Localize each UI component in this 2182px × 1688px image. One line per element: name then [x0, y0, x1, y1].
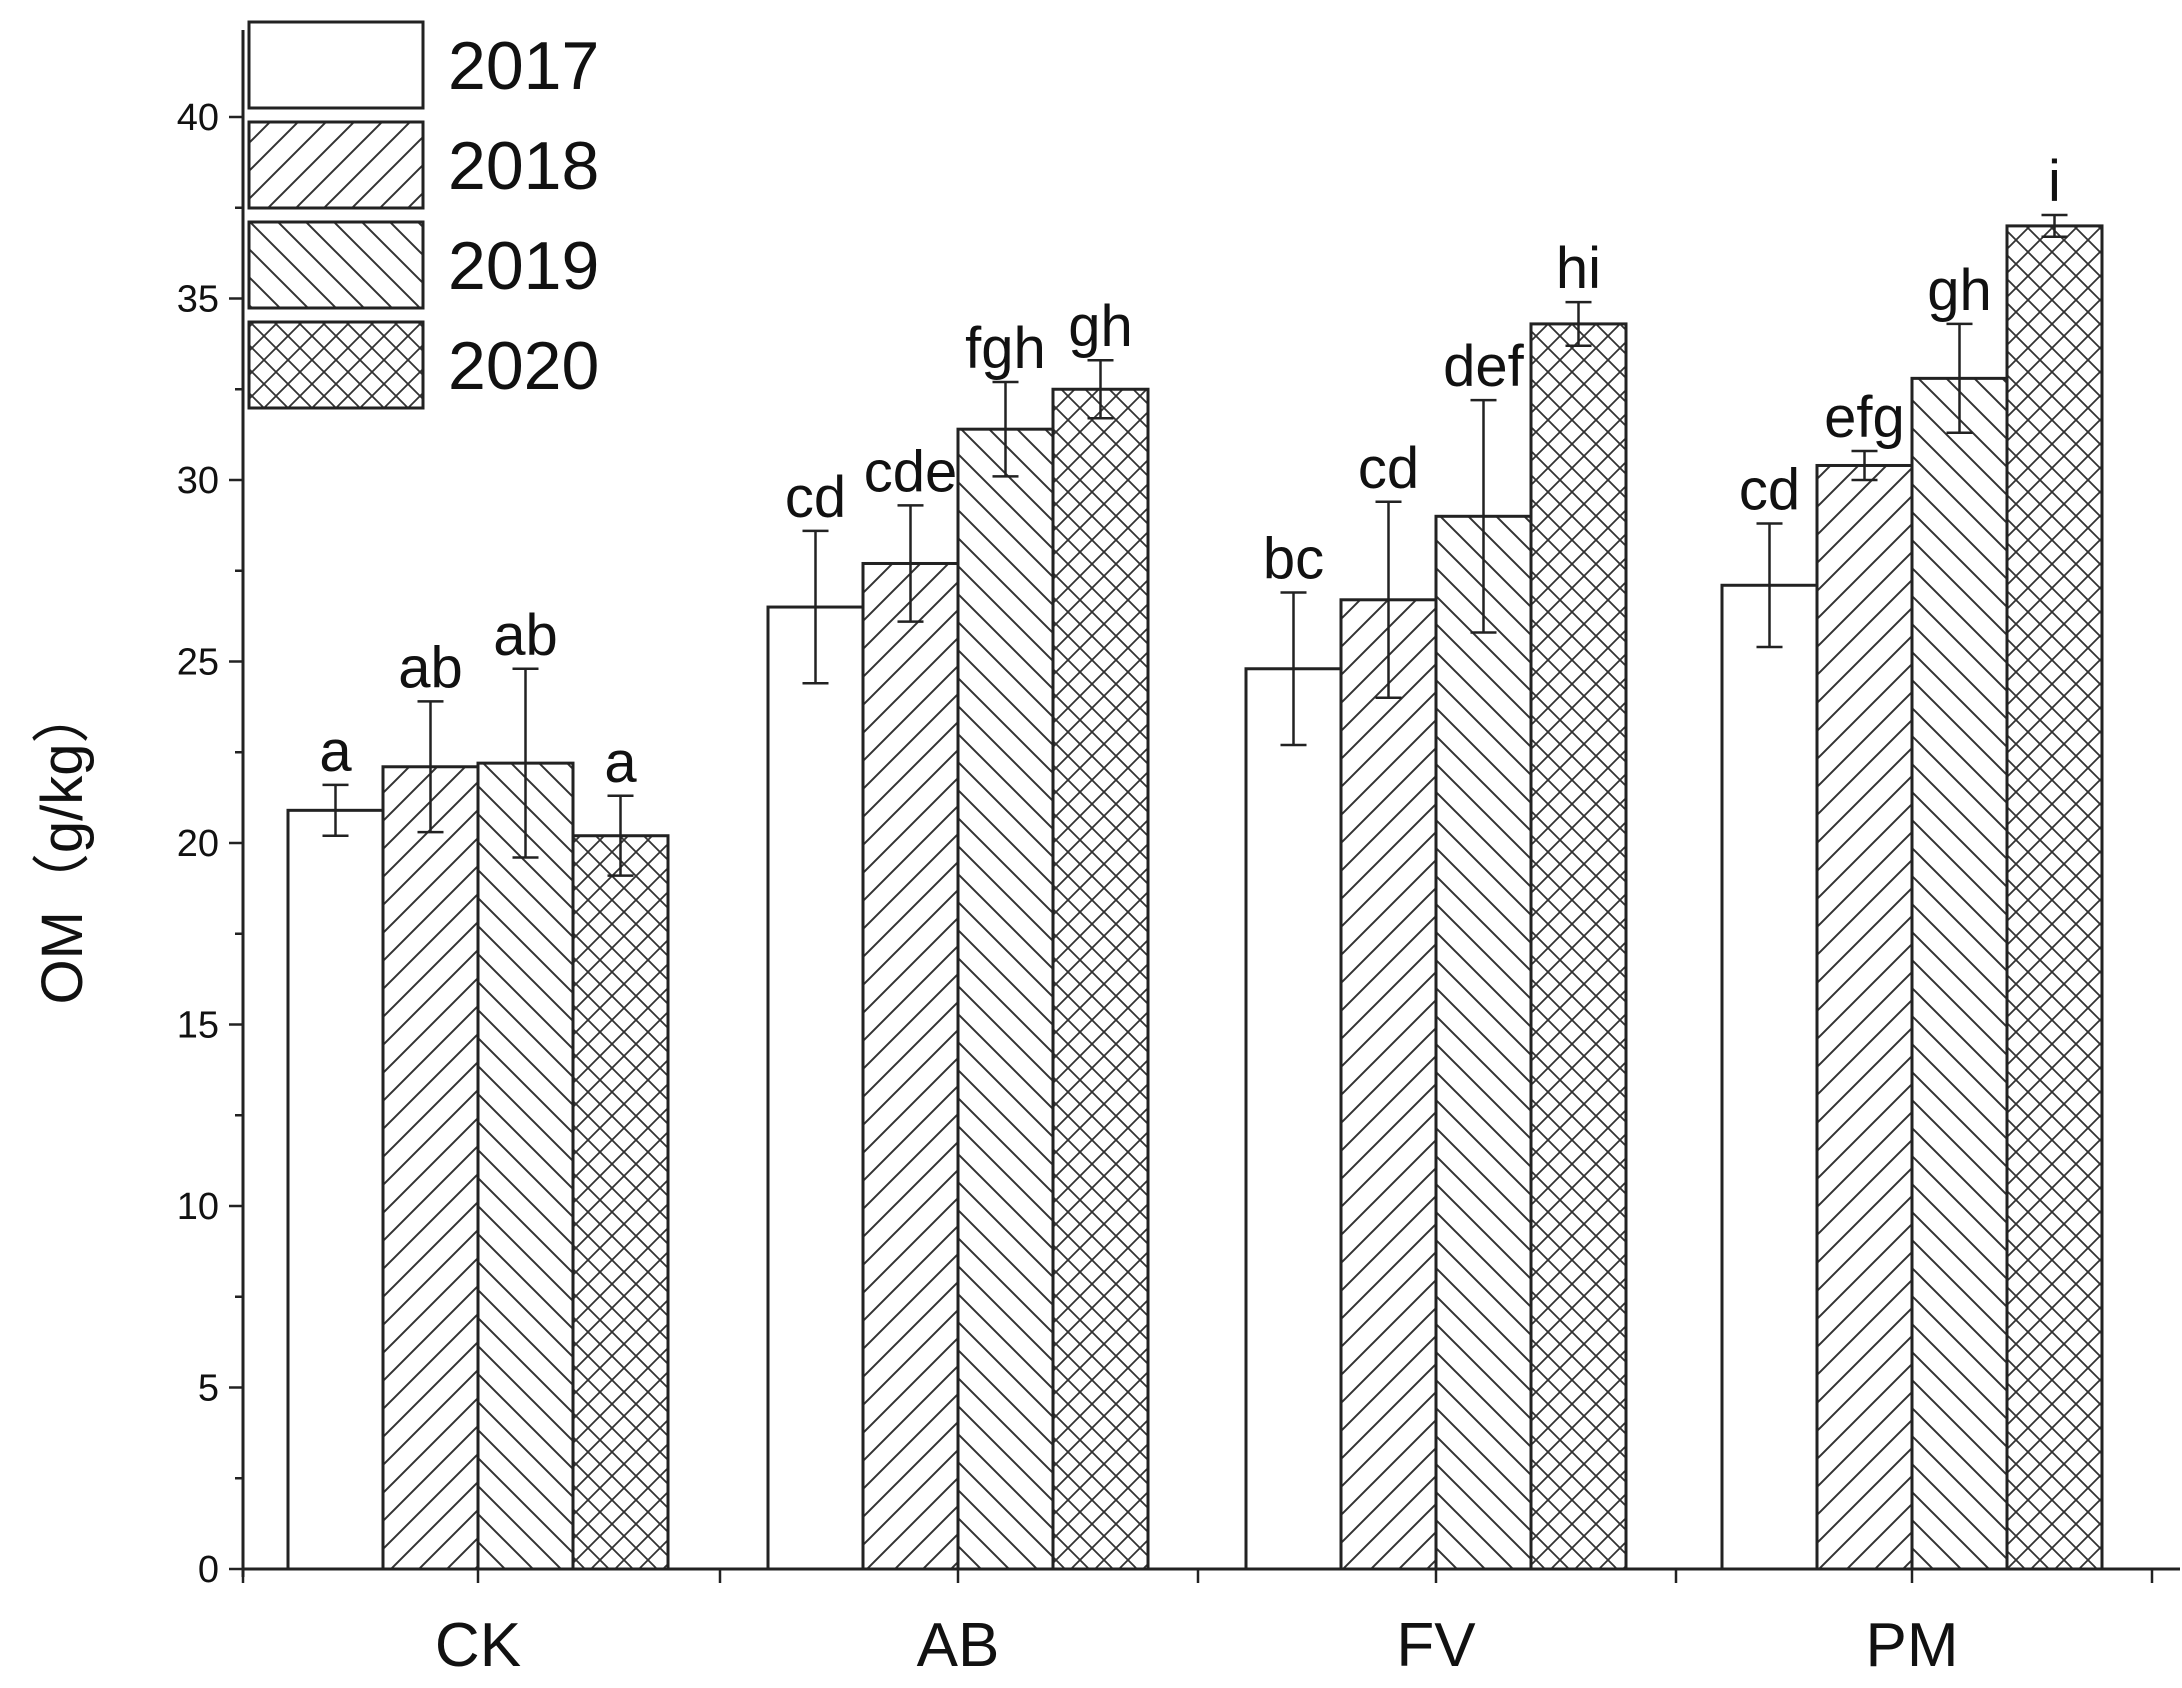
significance-letter: fgh [965, 316, 1046, 381]
bar-2019-CK [476, 761, 575, 1571]
x-category-label: CK [435, 1611, 521, 1680]
y-tick-label: 35 [177, 279, 219, 321]
significance-letter: hi [1556, 236, 1601, 301]
significance-letter: ab [493, 603, 558, 668]
legend-label: 2017 [448, 28, 599, 104]
significance-letter: cd [1739, 458, 1800, 523]
bar-2017-CK [286, 808, 385, 1571]
bar-2017-PM [1720, 583, 1819, 1571]
legend-label: 2018 [448, 128, 599, 204]
bar-2017-FV [1244, 667, 1343, 1571]
significance-letter: gh [1927, 258, 1992, 323]
significance-letter: def [1443, 334, 1525, 399]
y-tick-label: 40 [177, 97, 219, 139]
bar-2020-AB [1051, 387, 1150, 1571]
significance-letter: cd [785, 465, 846, 530]
y-tick-label: 30 [177, 460, 219, 502]
y-tick-label: 5 [198, 1368, 219, 1410]
y-tick-label: 25 [177, 642, 219, 684]
bar-2020-CK [571, 834, 670, 1571]
bar-2019-PM [1910, 376, 2009, 1571]
significance-letter: ab [398, 635, 463, 700]
legend-label: 2020 [448, 328, 599, 404]
bar-2020-FV [1529, 322, 1628, 1571]
significance-letter: gh [1068, 294, 1133, 359]
legend-label: 2019 [448, 228, 599, 304]
y-axis-title: OM（g/kg） [30, 685, 95, 1004]
x-category-label: AB [917, 1611, 1000, 1680]
significance-letter: cd [1358, 436, 1419, 501]
bar-2019-AB [956, 427, 1055, 1571]
legend-swatch-2020 [247, 320, 425, 410]
bar-2018-CK [381, 765, 480, 1571]
legend-swatch-2019 [247, 220, 425, 310]
bar-2018-PM [1815, 463, 1914, 1571]
significance-letter: a [319, 719, 352, 784]
legend-swatch-2017 [247, 20, 425, 110]
x-category-label: PM [1866, 1611, 1959, 1680]
bar-2020-PM [2005, 224, 2104, 1571]
significance-letter: bc [1263, 527, 1324, 592]
significance-letter: cde [864, 439, 958, 504]
y-tick-label: 0 [198, 1549, 219, 1591]
y-tick-label: 15 [177, 1005, 219, 1047]
x-category-label: FV [1396, 1611, 1476, 1680]
y-tick-label: 10 [177, 1186, 219, 1228]
bar-2017-AB [766, 605, 865, 1571]
legend-swatch-2018 [247, 120, 425, 210]
significance-letter: i [2048, 149, 2061, 214]
bar-2018-FV [1339, 598, 1438, 1571]
y-tick-label: 20 [177, 823, 219, 865]
significance-letter: a [604, 730, 637, 795]
bar-2018-AB [861, 561, 960, 1571]
bar-2019-FV [1434, 514, 1533, 1571]
significance-letter: efg [1824, 385, 1905, 450]
